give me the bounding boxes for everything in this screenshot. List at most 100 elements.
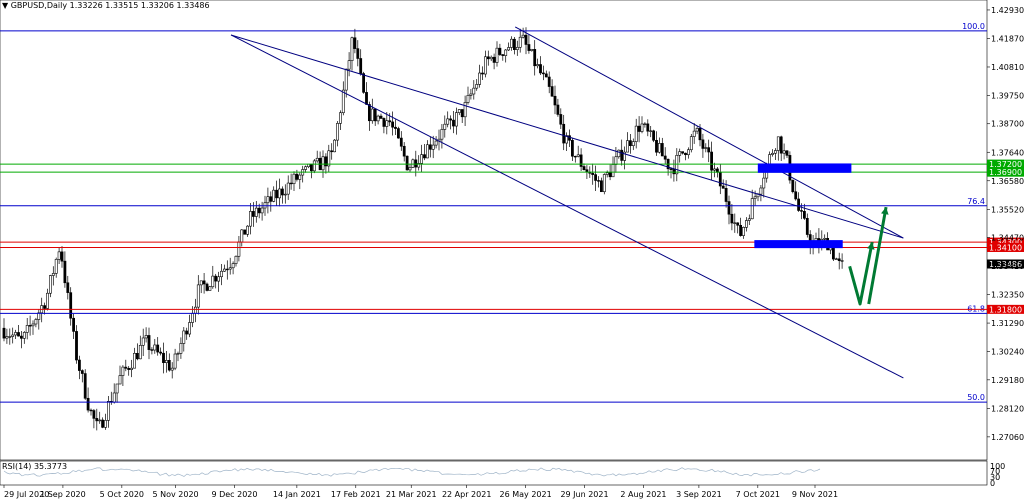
candle-body — [121, 366, 125, 376]
candle-body — [312, 160, 316, 172]
candle-body — [556, 104, 560, 115]
candle-body — [144, 335, 148, 339]
candle-body — [773, 150, 777, 154]
candle-body — [170, 367, 174, 371]
rsi-label: RSI(14) 35.3773 — [2, 462, 68, 471]
candle-body — [597, 180, 600, 182]
candle-body — [805, 217, 809, 235]
rsi-line — [3, 467, 821, 477]
projection-arrow — [867, 206, 888, 305]
y-tick-label: 1.34470 — [991, 234, 1024, 243]
candle-body — [550, 86, 554, 97]
candle-body — [11, 334, 15, 337]
candle-body — [205, 283, 209, 291]
price-tag-label: 1.34300 — [989, 238, 1022, 247]
x-tick-label: 29 Jul 2020 — [4, 490, 49, 499]
candle-body — [359, 58, 363, 74]
candle-body — [695, 128, 699, 132]
candle-body — [14, 332, 18, 336]
candle-body — [420, 154, 424, 164]
channel-line — [230, 34, 904, 379]
candle-body — [234, 255, 238, 264]
candle-body — [399, 137, 403, 147]
dropdown-triangle-icon[interactable]: ▼ — [2, 1, 11, 10]
candle-body — [202, 280, 206, 285]
candle-body — [127, 368, 131, 370]
x-tick-label: 9 Nov 2021 — [792, 490, 838, 499]
candle-body — [118, 375, 122, 385]
candle-body — [228, 267, 232, 270]
price-tag-bg — [987, 159, 1024, 169]
candle-body — [165, 360, 168, 363]
candle-body — [608, 172, 612, 178]
y-tick-label: 1.32350 — [991, 291, 1024, 300]
x-tick-label: 9 Dec 2020 — [211, 490, 257, 499]
candle-body — [539, 64, 542, 74]
candle-body — [800, 210, 803, 212]
candle-body — [89, 409, 93, 412]
candle-body — [373, 108, 377, 122]
candle-body — [272, 189, 276, 202]
candle-body — [507, 47, 511, 51]
candle-body — [684, 152, 687, 156]
candle-body — [521, 34, 525, 38]
candle-body — [72, 317, 76, 332]
candle-body — [782, 150, 786, 154]
candle-body — [182, 330, 186, 344]
candle-body — [324, 156, 328, 167]
candle-body — [440, 129, 444, 140]
candle-body — [141, 337, 145, 346]
candle-body — [710, 151, 714, 171]
candle-body — [834, 258, 838, 260]
candle-body — [617, 149, 621, 158]
price-tag-label: 1.36900 — [989, 168, 1022, 177]
candle-body — [562, 123, 566, 144]
candle-body — [457, 109, 461, 113]
candle-body — [138, 345, 142, 360]
candle-body — [701, 139, 705, 149]
candle-body — [489, 56, 493, 60]
candle-body — [347, 60, 351, 70]
candle-body — [292, 173, 296, 184]
candle-body — [576, 154, 580, 157]
candle-body — [107, 401, 110, 421]
candle-body — [495, 47, 499, 63]
candle-body — [678, 151, 682, 156]
candle-body — [330, 150, 334, 153]
candle-body — [553, 95, 557, 106]
candle-body — [257, 207, 261, 214]
candle-body — [194, 306, 197, 314]
candle-body — [449, 118, 453, 121]
candle-body — [336, 123, 339, 141]
candle-body — [388, 120, 392, 123]
candle-body — [147, 335, 151, 350]
price-tag-bg — [987, 167, 1024, 177]
candle-body — [19, 335, 23, 339]
fib-label: 76.4 — [967, 197, 985, 206]
candle-body — [31, 323, 35, 327]
candle-body — [22, 332, 26, 339]
y-tick-label: 1.29180 — [991, 376, 1024, 385]
x-tick-label: 7 Oct 2021 — [736, 490, 780, 499]
candle-body — [327, 150, 331, 167]
candle-body — [727, 201, 731, 215]
main-plot-frame — [0, 0, 988, 461]
candle-body — [591, 172, 595, 175]
candle-body — [240, 229, 244, 243]
candle-body — [452, 119, 455, 127]
candle-body — [669, 168, 673, 170]
candle-body — [254, 207, 258, 217]
candle-body — [269, 196, 273, 202]
candle-body — [295, 173, 299, 180]
arrow-head — [881, 207, 889, 215]
candle-body — [649, 130, 653, 132]
candle-body — [391, 121, 395, 128]
y-tick-label: 1.28120 — [991, 404, 1024, 413]
candle-body — [153, 344, 157, 351]
candle-body — [60, 251, 64, 262]
candle-body — [179, 343, 183, 354]
candle-body — [385, 120, 389, 127]
channel-line — [514, 26, 904, 239]
